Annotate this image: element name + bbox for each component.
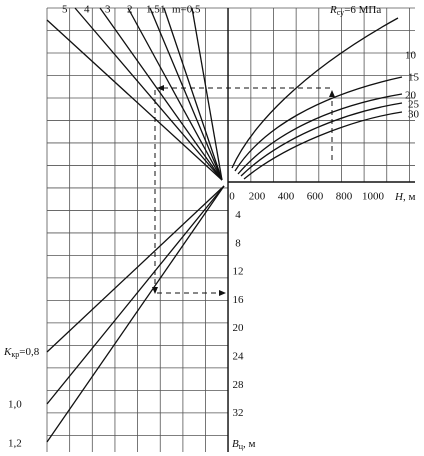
b-tick-label: 4 (235, 209, 241, 221)
r-curve-label: 25 (408, 99, 420, 111)
r-curve (243, 111, 403, 180)
r-curve (231, 17, 399, 169)
m-line (46, 19, 223, 181)
m-label: 1 (160, 4, 166, 16)
k-curve-label: 1,2 (8, 438, 22, 450)
grid (46, 7, 415, 452)
b-tick-label: 28 (233, 379, 245, 391)
b-tick-label: 24 (233, 351, 245, 363)
m-line (74, 7, 223, 181)
r-symbol: R (329, 4, 337, 16)
m-line (149, 7, 223, 181)
m-lines (46, 7, 223, 181)
h-unit: , м (403, 191, 416, 203)
k-line (46, 185, 225, 405)
labels: Rсу=6 МПа H, м Bц, м Kкр=0,8 5 4 3 2 1,5 1 m=0… (3, 4, 420, 451)
m-label: 3 (105, 4, 111, 16)
k-sub: кр (11, 350, 19, 359)
b-axis-title: Bц, м (232, 438, 256, 451)
b-tick-label: 8 (235, 237, 241, 249)
h-tick-label: 0 (229, 191, 235, 203)
m-label: m=0,5 (172, 4, 201, 16)
r-curve (237, 93, 403, 175)
b-tick-label: 16 (233, 294, 245, 306)
m-line (127, 7, 223, 181)
r-value: =6 МПа (344, 4, 381, 16)
k-label: Kкр=0,8 (3, 346, 40, 359)
m-label: 1,5 (146, 4, 160, 16)
h-axis-title: H, м (394, 191, 415, 203)
r-curve-label: 15 (408, 72, 420, 84)
m-label: 2 (127, 4, 133, 16)
r-curve-label: 30 (408, 109, 420, 121)
h-tick-label: 200 (249, 191, 266, 203)
r-curve (234, 76, 403, 172)
m-line (191, 7, 223, 181)
h-tick-label: 600 (307, 191, 324, 203)
k-lines (46, 185, 225, 443)
b-tick-label: 20 (233, 322, 245, 334)
m-label: 4 (84, 4, 90, 16)
b-tick-label: 12 (233, 266, 244, 278)
b-symbol: B (232, 438, 239, 450)
h-tick-label: 400 (278, 191, 295, 203)
b-sub: ц (239, 442, 244, 451)
m-line (163, 7, 223, 181)
h-tick-label: 800 (336, 191, 353, 203)
r-curve-label: 20 (405, 90, 417, 102)
b-unit: , м (243, 438, 256, 450)
h-tick-label: 1000 (362, 191, 385, 203)
k-curve-label: 1,0 (8, 399, 22, 411)
r-label: Rсу=6 МПа (329, 4, 381, 17)
m-line (99, 7, 223, 181)
r-curve (240, 102, 403, 177)
k-value: =0,8 (19, 346, 39, 358)
r-sub: су (337, 8, 344, 17)
example-path (152, 85, 335, 296)
k-line (46, 185, 225, 353)
h-symbol: H (394, 191, 404, 203)
r-curve-label: 10 (405, 50, 417, 62)
r-curves (231, 17, 403, 180)
k-line (46, 185, 225, 443)
k-symbol: K (3, 346, 12, 358)
m-label: 5 (62, 4, 68, 16)
b-tick-label: 32 (233, 407, 244, 419)
